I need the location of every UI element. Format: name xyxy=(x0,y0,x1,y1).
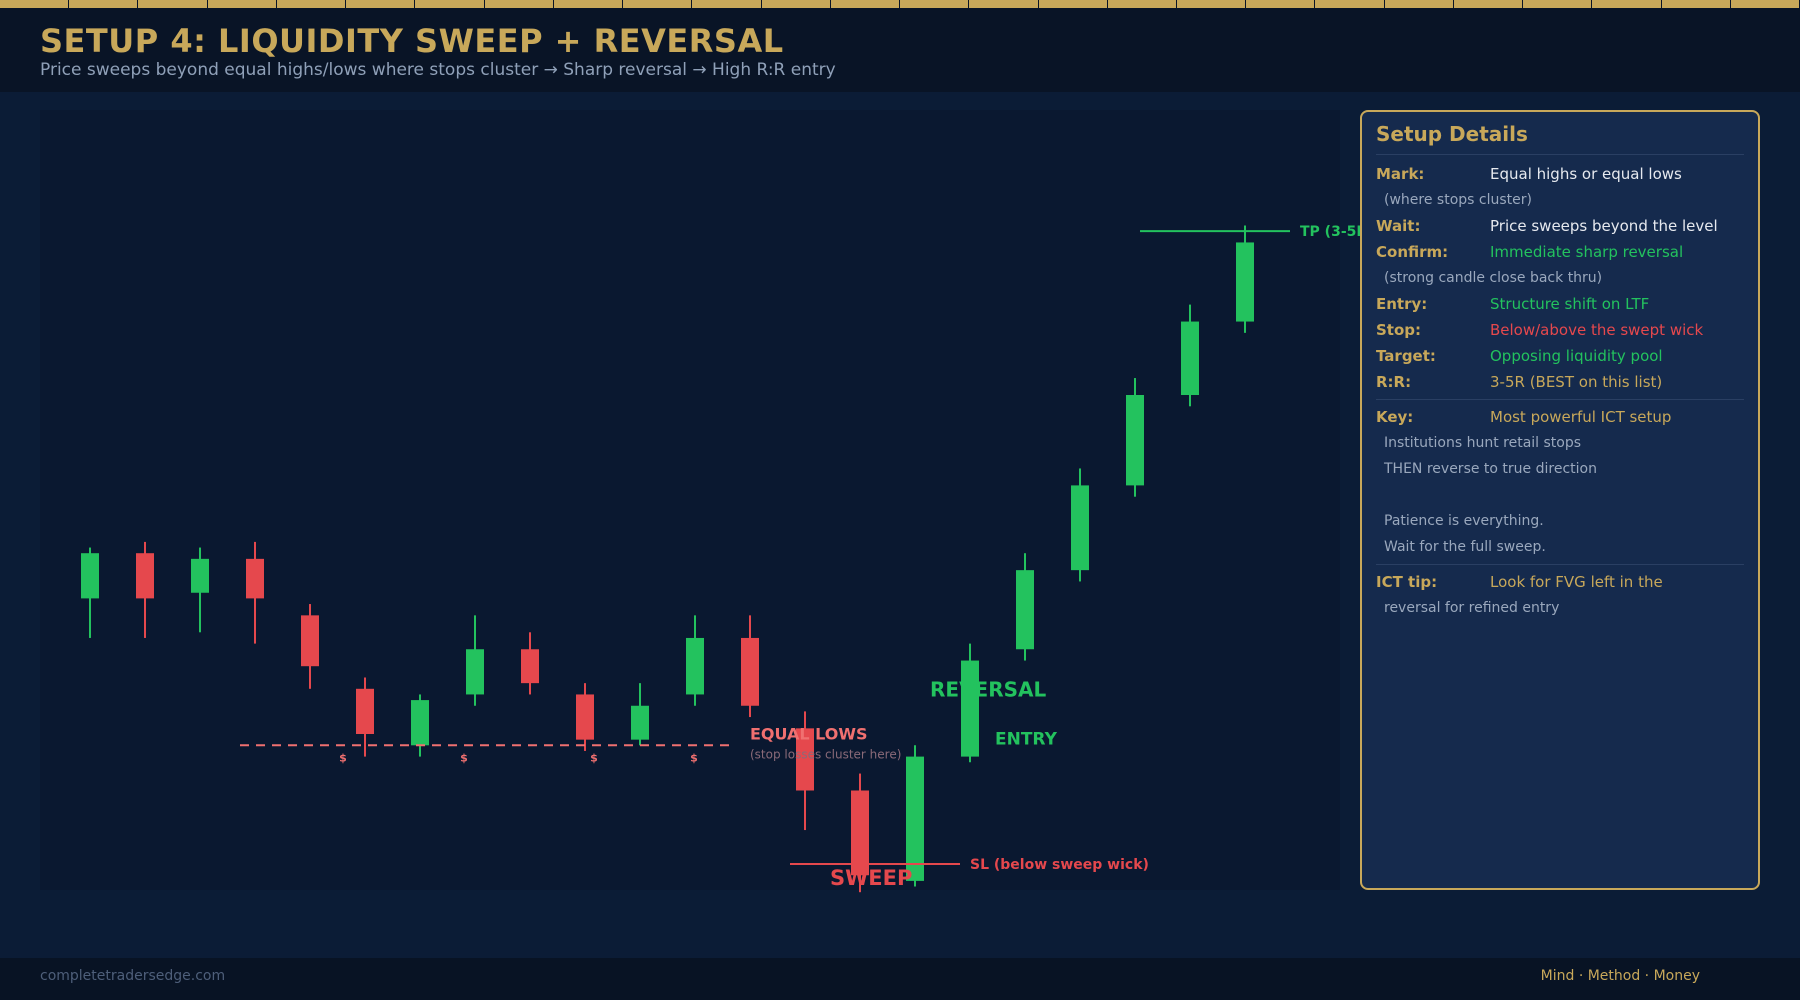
candle-body xyxy=(356,688,374,734)
detail-row-stop: Stop: Below/above the swept wick xyxy=(1376,317,1744,343)
detail-key: Mark: xyxy=(1376,165,1425,183)
detail-note: Wait for the full sweep. xyxy=(1384,539,1546,555)
detail-value: Immediate sharp reversal xyxy=(1490,243,1684,261)
details-title: Setup Details xyxy=(1376,122,1744,155)
footer: completetradersedge.com Mind · Method · … xyxy=(0,958,1800,1000)
candle-body xyxy=(301,615,319,667)
candlestick-chart: $ $ $ $ EQUAL LOWS (stop losses cluster her… xyxy=(81,224,1374,893)
candle-body xyxy=(1126,395,1144,486)
detail-key: Confirm: xyxy=(1376,243,1449,261)
candle-body xyxy=(796,728,814,791)
candle-body xyxy=(686,637,704,695)
candle-body xyxy=(906,756,924,881)
candle-body xyxy=(246,558,264,599)
page-title: SETUP 4: LIQUIDITY SWEEP + REVERSAL xyxy=(40,22,784,60)
detail-value: Equal highs or equal lows xyxy=(1490,165,1682,183)
detail-value: Structure shift on LTF xyxy=(1490,295,1650,313)
stop-cluster-marker: $ xyxy=(339,751,347,764)
candle-body xyxy=(191,558,209,593)
detail-key: Target: xyxy=(1376,347,1436,365)
candle-body xyxy=(1016,570,1034,650)
stop-cluster-marker: $ xyxy=(590,751,598,764)
stop-cluster-marker: $ xyxy=(690,751,698,764)
reversal-label: REVERSAL xyxy=(930,678,1046,702)
detail-row-key: Key: Most powerful ICT setup xyxy=(1376,404,1744,430)
sweep-label: SWEEP xyxy=(830,866,912,890)
chart-panel xyxy=(40,110,1340,890)
candle-body xyxy=(741,637,759,706)
candle-body xyxy=(81,553,99,599)
candle-body xyxy=(1236,242,1254,322)
detail-value: 3-5R (BEST on this list) xyxy=(1490,373,1663,391)
divider xyxy=(1376,399,1744,400)
detail-note: Institutions hunt retail stops xyxy=(1384,435,1582,451)
equal-lows-sublabel: (stop losses cluster here) xyxy=(750,747,901,761)
spacer xyxy=(1376,482,1744,508)
candle-body xyxy=(961,660,979,757)
detail-value: Below/above the swept wick xyxy=(1490,321,1704,339)
detail-key: Wait: xyxy=(1376,217,1421,235)
candle-body xyxy=(136,553,154,599)
candle-body xyxy=(466,649,484,695)
candle-body xyxy=(631,705,649,740)
candle-body xyxy=(576,694,594,740)
detail-note: THEN reverse to true direction xyxy=(1384,461,1597,477)
detail-note: Patience is everything. xyxy=(1384,513,1544,529)
stop-cluster-marker: $ xyxy=(460,751,468,764)
detail-key: R:R: xyxy=(1376,373,1412,391)
detail-note: reversal for refined entry xyxy=(1384,600,1560,616)
detail-value: Opposing liquidity pool xyxy=(1490,347,1663,365)
stop-markers-group: $ $ $ $ xyxy=(339,751,698,764)
detail-value: Look for FVG left in the xyxy=(1490,573,1663,591)
candle-body xyxy=(851,790,869,876)
detail-row-mark: Mark: Equal highs or equal lows xyxy=(1376,161,1744,187)
divider xyxy=(1376,564,1744,565)
candles-group xyxy=(81,225,1254,893)
detail-key: ICT tip: xyxy=(1376,573,1438,591)
candle-body xyxy=(521,649,539,684)
detail-row-target: Target: Opposing liquidity pool xyxy=(1376,343,1744,369)
detail-key: Stop: xyxy=(1376,321,1422,339)
detail-key: Key: xyxy=(1376,408,1414,426)
detail-value: Price sweeps beyond the level xyxy=(1490,217,1718,235)
candle-body xyxy=(1181,321,1199,395)
candle-body xyxy=(411,700,429,746)
header: SETUP 4: LIQUIDITY SWEEP + REVERSAL Pric… xyxy=(0,8,1800,92)
detail-note: (where stops cluster) xyxy=(1384,192,1532,208)
detail-row-rr: R:R: 3-5R (BEST on this list) xyxy=(1376,369,1744,395)
candle-body xyxy=(1071,485,1089,571)
equal-lows-label: EQUAL LOWS xyxy=(750,724,868,743)
top-accent-bar xyxy=(0,0,1800,8)
detail-note: (strong candle close back thru) xyxy=(1384,270,1603,286)
footer-tagline: Mind · Method · Money xyxy=(1540,968,1700,984)
page-subtitle: Price sweeps beyond equal highs/lows whe… xyxy=(40,60,836,80)
footer-site: completetradersedge.com xyxy=(40,968,226,984)
detail-row-entry: Entry: Structure shift on LTF xyxy=(1376,291,1744,317)
detail-row-tip: ICT tip: Look for FVG left in the xyxy=(1376,569,1744,595)
detail-value: Most powerful ICT setup xyxy=(1490,408,1672,426)
entry-label: ENTRY xyxy=(995,730,1058,750)
stop-loss-label: SL (below sweep wick) xyxy=(970,857,1149,873)
detail-row-confirm: Confirm: Immediate sharp reversal xyxy=(1376,239,1744,265)
detail-row-wait: Wait: Price sweeps beyond the level xyxy=(1376,213,1744,239)
detail-key: Entry: xyxy=(1376,295,1428,313)
take-profit-label: TP (3-5R) xyxy=(1300,224,1374,240)
setup-details-panel: Setup Details Mark: Equal highs or equal… xyxy=(1360,110,1760,890)
